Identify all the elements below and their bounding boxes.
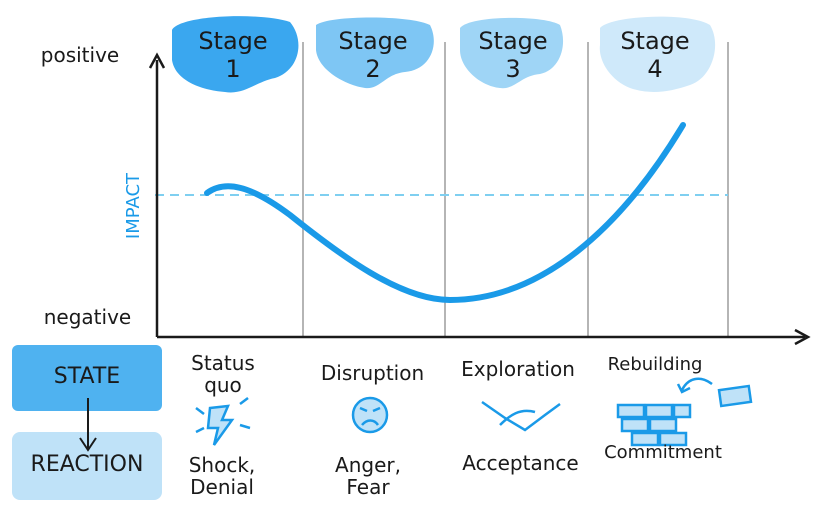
legend-arrow bbox=[79, 398, 97, 452]
legend-state: STATE bbox=[53, 364, 121, 389]
reaction-label: Commitment bbox=[604, 442, 722, 463]
reaction-label: Anger, Fear bbox=[335, 453, 401, 499]
state-label: Exploration bbox=[461, 357, 575, 381]
axis-top-label: positive bbox=[40, 43, 120, 67]
stage-word: Stage bbox=[338, 27, 408, 55]
state-label: Status quo bbox=[191, 351, 255, 397]
change-curve bbox=[204, 122, 686, 304]
reaction-label: Shock, Denial bbox=[188, 453, 256, 499]
stage-word: Stage bbox=[198, 27, 268, 55]
reaction-box bbox=[12, 432, 162, 500]
stage-word: Stage bbox=[478, 27, 548, 55]
axis-bottom-label: negative bbox=[43, 305, 132, 329]
state-label: Disruption bbox=[320, 361, 425, 385]
stage-blobs bbox=[172, 16, 716, 93]
stage-number: 2 bbox=[365, 55, 381, 83]
axis-label: IMPACT bbox=[123, 172, 144, 240]
stage-number: 4 bbox=[647, 55, 663, 83]
reaction-label: Acceptance bbox=[462, 451, 579, 475]
stage-number: 1 bbox=[225, 55, 241, 83]
icons bbox=[195, 377, 753, 447]
stage-number: 3 bbox=[505, 55, 521, 83]
stage-word: Stage bbox=[620, 27, 690, 55]
legend-reaction: REACTION bbox=[30, 452, 144, 477]
state-label: Rebuilding bbox=[607, 354, 703, 375]
column-dividers bbox=[302, 42, 729, 337]
axes bbox=[148, 52, 811, 346]
state-box bbox=[12, 345, 162, 411]
